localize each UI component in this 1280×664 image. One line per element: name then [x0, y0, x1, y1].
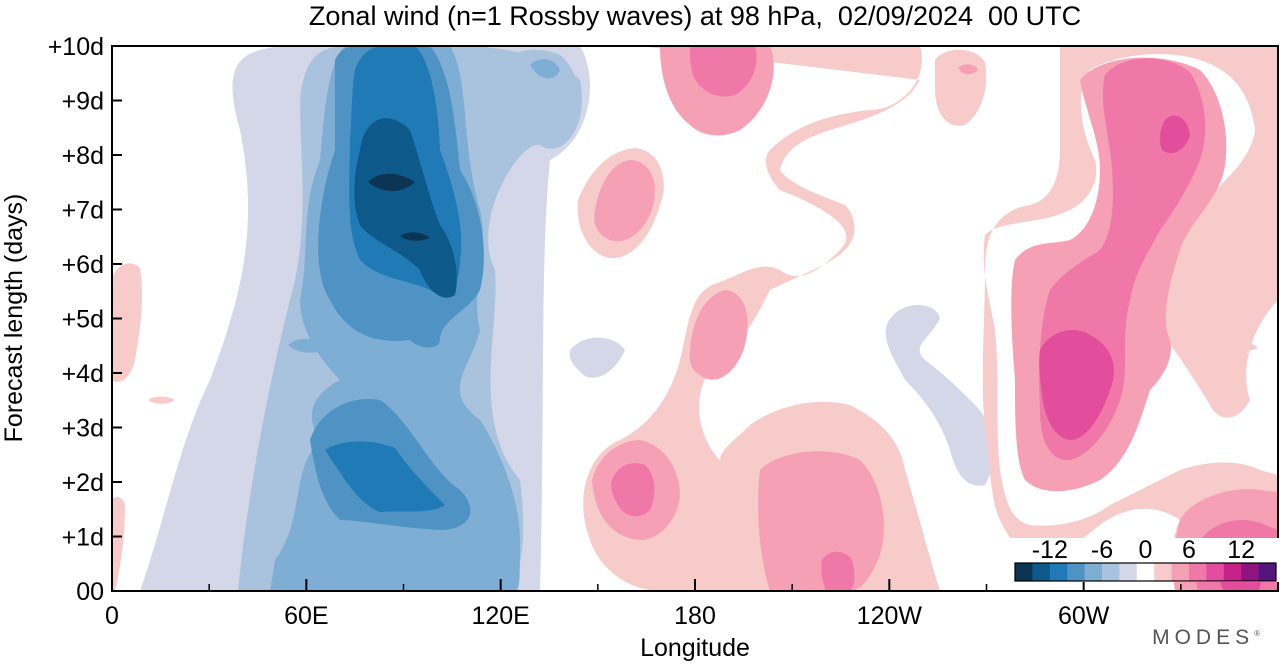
x-tick-label: 60W [1058, 602, 1110, 630]
x-tick-label: 120E [471, 602, 529, 630]
contour-pos-4-east [1011, 57, 1278, 591]
contour-neg-4-small-b [500, 49, 580, 135]
y-tick-label: +9d [62, 88, 104, 116]
contour-neg-4-small-a [288, 338, 330, 353]
x-tick-label: 60E [284, 602, 328, 630]
y-tick-label: +4d [62, 360, 104, 388]
colorbar-swatch [1049, 563, 1068, 581]
colorbar-swatch [1171, 563, 1190, 581]
contour-pos-4-central [592, 46, 884, 591]
y-tick-label: +6d [62, 251, 104, 279]
colorbar-swatch [1154, 563, 1173, 581]
y-tick-label: +5d [62, 306, 104, 334]
x-tick-label: 180 [674, 602, 716, 630]
modes-logo: MODES® [1152, 626, 1260, 650]
contour-neg-14-west [368, 173, 430, 241]
colorbar-swatch [1015, 563, 1033, 581]
colorbar-tick-label: -12 [1032, 536, 1068, 564]
colorbar-frame [1014, 562, 1277, 582]
y-tick-label: +10d [48, 33, 104, 61]
colorbar-swatch [1223, 563, 1242, 581]
contour-neg-2-mid [569, 337, 625, 378]
brand-text: MODES [1152, 626, 1255, 649]
colorbar-swatch [1136, 563, 1155, 581]
colorbar-tick-label: -6 [1091, 536, 1113, 564]
y-tick-label: +1d [62, 524, 104, 552]
x-tick-label: 120W [857, 602, 923, 630]
contour-pos-6-east [1039, 58, 1278, 591]
colorbar-swatch [1206, 563, 1225, 581]
chart-title: Zonal wind (n=1 Rossby waves) at 98 hPa,… [308, 1, 1082, 31]
colorbar-tick-label: 0 [1139, 536, 1153, 564]
x-tick-label: 0 [105, 602, 119, 630]
y-tick-label: +3d [62, 415, 104, 443]
y-tick-label: 00 [76, 578, 104, 606]
y-axis-label: Forecast length (days) [0, 194, 28, 443]
y-tick-label: +2d [62, 469, 104, 497]
x-axis: 0 60E 120E 180 120W 60W [105, 579, 1182, 630]
contour-neg-2-east [885, 304, 994, 486]
colorbar-swatch [1258, 563, 1277, 581]
contour-neg-2-corner [170, 585, 186, 591]
contour-white-strip [705, 205, 760, 214]
colorbar-swatch [1241, 563, 1260, 581]
colorbar-swatch [1189, 563, 1207, 581]
colorbar-tick-label: 12 [1227, 536, 1255, 564]
y-axis: 00 +1d +2d +3d +4d +5d +6d +7d +8d +9d +10d [48, 33, 122, 606]
y-tick-label: +8d [62, 142, 104, 170]
colorbar-tick-label: 6 [1182, 536, 1196, 564]
colorbar-swatch [1102, 563, 1120, 581]
x-axis-label: Longitude [640, 634, 750, 662]
contour-neg-12-west [354, 118, 457, 298]
colorbar-swatch [1067, 563, 1086, 581]
colorbar-swatch [1032, 563, 1051, 581]
plot-area [112, 46, 1278, 591]
contour-pos-8-east [1039, 115, 1261, 591]
contour-pos-2-dot [958, 64, 978, 75]
y-tick-label: +7d [62, 197, 104, 225]
contour-neg-6-small-b [530, 58, 560, 79]
colorbar: -12 -6 0 6 12 [1009, 536, 1280, 582]
colorbar-swatch [1119, 563, 1138, 581]
brand-mark: ® [1254, 629, 1260, 638]
colorbar-swatch [1084, 563, 1103, 581]
contour-pos-2-central [577, 46, 940, 591]
